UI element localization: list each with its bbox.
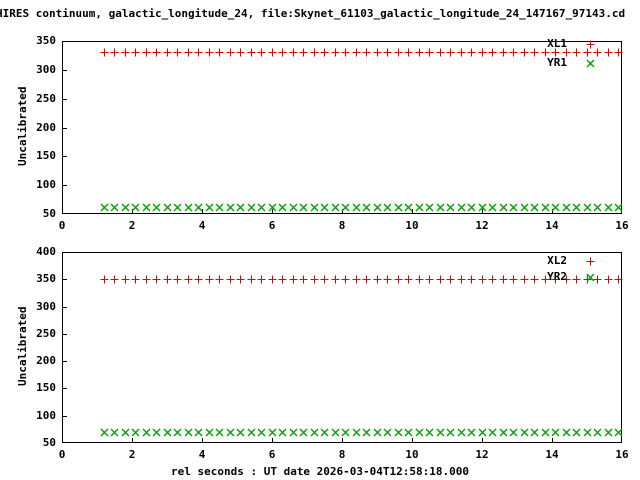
x-tick-bottom-8 [342, 438, 343, 443]
x-tick-bottom-4 [202, 438, 203, 443]
x-tick-bottom-2 [132, 438, 133, 443]
x-tick-label-bottom-12: 12 [475, 448, 489, 461]
y-tick-top-250 [62, 99, 67, 100]
x-tick-label-top-16: 16 [615, 219, 629, 232]
x-tick-label-top-8: 8 [338, 219, 346, 232]
y-tick-label-bottom-100: 100 [36, 409, 56, 422]
legend-label-YR2: YR2 [547, 270, 567, 283]
x-tick-top-8 [342, 209, 343, 214]
page-title: HIRES continuum, galactic_longitude_24, … [0, 7, 626, 20]
y-tick-bottom-300 [62, 307, 67, 308]
y-axis-label-bottom: Uncalibrated [16, 306, 29, 386]
x-tick-top-4 [202, 209, 203, 214]
x-tick-top-12 [482, 209, 483, 214]
x-tick-label-bottom-8: 8 [338, 448, 346, 461]
x-tick-label-bottom-4: 4 [198, 448, 206, 461]
legend-label-XL1: XL1 [547, 37, 567, 50]
y-tick-label-top-50: 50 [42, 207, 56, 220]
y-tick-bottom-200 [62, 361, 67, 362]
y-tick-label-bottom-400: 400 [36, 245, 56, 258]
x-tick-label-bottom-14: 14 [545, 448, 559, 461]
legend-label-XL2: XL2 [547, 254, 567, 267]
x-tick-label-bottom-2: 2 [128, 448, 136, 461]
y-tick-label-bottom-150: 150 [36, 381, 56, 394]
x-tick-label-top-6: 6 [268, 219, 276, 232]
y-tick-label-bottom-250: 250 [36, 327, 56, 340]
x-tick-label-bottom-16: 16 [615, 448, 629, 461]
y-tick-label-top-100: 100 [36, 178, 56, 191]
x-tick-label-top-4: 4 [198, 219, 206, 232]
x-tick-top-10 [412, 209, 413, 214]
y-tick-top-150 [62, 156, 67, 157]
y-tick-bottom-150 [62, 388, 67, 389]
x-axis-label: rel seconds : UT date 2026-03-04T12:58:1… [170, 465, 469, 478]
x-tick-top-2 [132, 209, 133, 214]
x-tick-label-top-12: 12 [475, 219, 489, 232]
y-tick-label-top-250: 250 [36, 92, 56, 105]
legend-label-YR1: YR1 [547, 56, 567, 69]
y-tick-label-top-300: 300 [36, 63, 56, 76]
y-tick-label-bottom-300: 300 [36, 300, 56, 313]
x-tick-label-bottom-10: 10 [405, 448, 419, 461]
x-tick-top-6 [272, 209, 273, 214]
y-tick-bottom-100 [62, 416, 67, 417]
y-tick-top-100 [62, 185, 67, 186]
y-tick-bottom-250 [62, 334, 67, 335]
x-tick-label-top-10: 10 [405, 219, 419, 232]
y-tick-top-300 [62, 70, 67, 71]
x-tick-label-bottom-0: 0 [58, 448, 66, 461]
x-tick-label-top-0: 0 [58, 219, 66, 232]
y-tick-label-top-150: 150 [36, 149, 56, 162]
x-tick-bottom-6 [272, 438, 273, 443]
y-tick-top-200 [62, 128, 67, 129]
y-tick-label-bottom-50: 50 [42, 436, 56, 449]
x-tick-bottom-10 [412, 438, 413, 443]
x-tick-bottom-12 [482, 438, 483, 443]
x-tick-top-14 [552, 209, 553, 214]
y-tick-label-top-350: 350 [36, 34, 56, 47]
y-tick-bottom-350 [62, 279, 67, 280]
x-tick-label-bottom-6: 6 [268, 448, 276, 461]
x-tick-bottom-14 [552, 438, 553, 443]
x-tick-label-top-2: 2 [128, 219, 136, 232]
y-tick-label-bottom-350: 350 [36, 272, 56, 285]
y-tick-label-top-200: 200 [36, 121, 56, 134]
x-tick-label-top-14: 14 [545, 219, 559, 232]
y-tick-label-bottom-200: 200 [36, 354, 56, 367]
